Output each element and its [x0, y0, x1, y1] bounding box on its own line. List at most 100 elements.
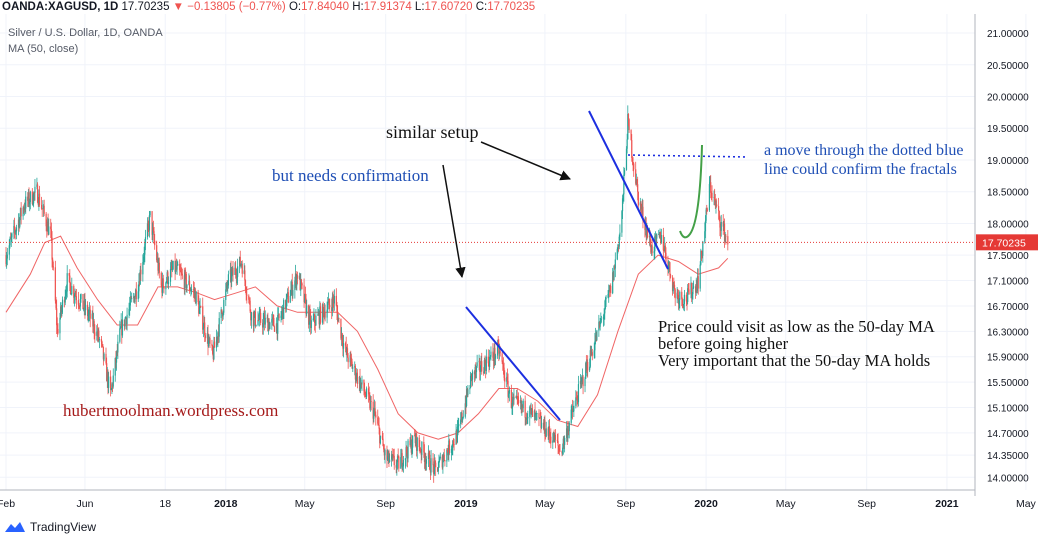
candle-down-body [221, 309, 223, 313]
candle-up-body [450, 449, 453, 453]
candle-up-body [8, 245, 10, 255]
candle-up-body [108, 376, 110, 388]
candle-down-body [60, 306, 62, 312]
x-tick-label: Jun [76, 498, 93, 510]
candle-up-body [720, 221, 722, 231]
candle-down-body [419, 447, 421, 452]
candle-up-body [593, 350, 595, 356]
candle-up-body [156, 258, 158, 261]
candle-down-body [322, 304, 324, 310]
candle-up-body [573, 405, 575, 412]
candle-up-body [641, 206, 643, 210]
candle-down-body [529, 406, 532, 410]
candle-up-body [658, 234, 660, 235]
candle-up-body [715, 204, 717, 206]
candle-up-body [664, 245, 666, 251]
candle-down-body [598, 321, 601, 327]
y-tick-label: 20.00000 [987, 93, 1029, 104]
candle-down-body [248, 299, 251, 301]
candle-up-body [589, 350, 591, 367]
candle-down-body [295, 273, 297, 286]
x-tick-label: 2021 [935, 498, 959, 510]
candle-down-body [641, 208, 643, 210]
candle-down-body [324, 311, 326, 318]
candle-up-body [190, 290, 192, 292]
candle-up-body [704, 231, 706, 242]
candle-down-body [499, 351, 501, 354]
candle-down-body [344, 343, 347, 346]
candle-up-body [617, 244, 619, 250]
candle-down-body [308, 305, 310, 325]
candle-up-body [275, 323, 278, 332]
candle-up-body [48, 226, 50, 235]
candle-up-body [354, 366, 356, 368]
candle-down-body [585, 363, 587, 371]
symbol-label[interactable]: OANDA:XAGUSD, 1D [2, 1, 119, 13]
candle-up-body [64, 295, 66, 303]
tradingview-brand[interactable]: TradingView [4, 520, 96, 534]
candle-up-body [602, 316, 605, 319]
candle-up-body [695, 285, 697, 293]
candle-up-body [139, 269, 141, 285]
candle-down-body [372, 401, 374, 419]
candle-down-body [461, 412, 463, 421]
candle-down-body [189, 290, 191, 291]
candle-down-body [51, 237, 53, 260]
candle-up-body [208, 338, 210, 341]
candle-down-body [46, 226, 48, 232]
candle-up-body [529, 406, 531, 417]
candle-up-body [708, 183, 711, 211]
candle-up-body [112, 375, 114, 387]
candle-down-body [453, 444, 455, 445]
candle-down-body [300, 279, 303, 284]
candle-down-body [216, 336, 218, 340]
candle-up-body [352, 367, 354, 369]
candle-up-body [410, 439, 412, 445]
candle-up-body [290, 281, 293, 290]
candle-down-body [524, 400, 526, 418]
candle-down-body [188, 280, 191, 291]
candle-up-body [442, 454, 445, 460]
candle-up-body [227, 285, 229, 287]
candle-down-body [723, 223, 726, 242]
candle-down-body [305, 298, 307, 315]
candle-up-body [269, 322, 271, 330]
candle-up-body [489, 356, 491, 358]
candle-up-body [531, 408, 533, 410]
candle-down-body [27, 196, 29, 201]
candle-down-body [456, 430, 458, 442]
x-tick-label: 2020 [694, 498, 718, 510]
candle-down-body [57, 328, 59, 334]
candle-up-body [143, 254, 145, 258]
candle-up-body [148, 215, 151, 231]
candle-up-body [566, 428, 568, 438]
candle-down-body [582, 376, 584, 387]
candle-up-body [10, 237, 12, 239]
current-price-tag [976, 234, 1038, 251]
candle-up-body [579, 380, 582, 385]
candle-up-body [554, 434, 556, 443]
candle-down-body [226, 283, 228, 287]
candle-up-body [125, 318, 127, 319]
candle-down-body [336, 305, 338, 312]
candle-up-body [231, 272, 233, 282]
candle-down-body [82, 293, 84, 310]
candle-up-body [234, 267, 236, 275]
candle-up-body [562, 447, 564, 454]
candle-up-body [709, 182, 711, 184]
indicator-label[interactable]: MA (50, close) [8, 43, 79, 55]
candle-up-body [508, 389, 510, 394]
candle-down-body [24, 207, 26, 209]
candle-up-body [220, 309, 222, 319]
candle-down-body [158, 262, 160, 273]
candle-down-body [331, 307, 333, 312]
candle-down-body [591, 352, 593, 356]
candle-up-body [317, 312, 320, 315]
candle-up-body [171, 269, 174, 271]
y-tick-label: 16.30000 [987, 327, 1029, 338]
candle-down-body [520, 400, 522, 408]
candle-down-body [501, 353, 503, 362]
candle-down-body [363, 379, 365, 392]
candle-up-body [594, 341, 596, 351]
candle-up-body [564, 437, 566, 445]
